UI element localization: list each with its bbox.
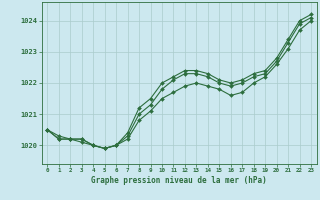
X-axis label: Graphe pression niveau de la mer (hPa): Graphe pression niveau de la mer (hPa) bbox=[91, 176, 267, 185]
